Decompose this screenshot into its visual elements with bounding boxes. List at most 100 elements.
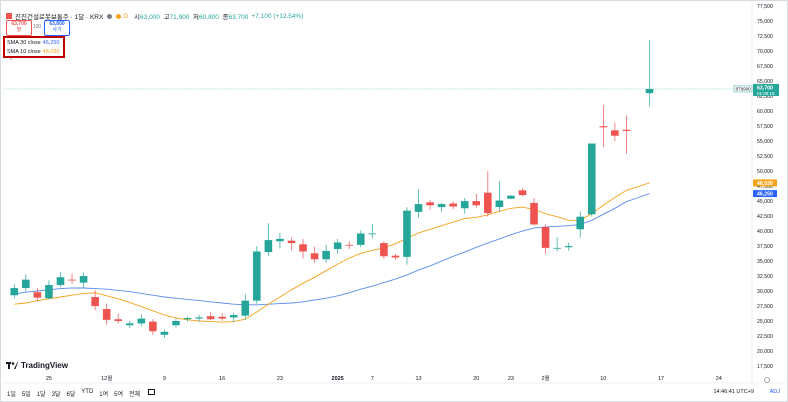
candle-body [10,288,19,296]
chart-header: 진진건설로봇보통주 · 1달 · KRX D 시63,000 고71,900 저… [6,9,303,23]
candle [460,198,469,214]
candle-body [33,292,42,298]
sma30-line [14,193,650,306]
candle-body [541,226,550,248]
timeframe-all[interactable]: 전체 [129,392,141,398]
candle [587,143,596,217]
candle-body [264,240,273,253]
candle-body [183,318,192,320]
sma10-tag-text: 48,030 [757,181,773,187]
adj-toggle[interactable]: ADJ [769,389,780,395]
candle-body [299,244,307,252]
y-tick-label: 70,000 [757,49,773,55]
candle-body [195,317,203,319]
last-price-tag-countdown: 01:08:18 [757,91,775,96]
date-range-icon[interactable] [148,389,156,395]
x-tick-label: 23 [277,376,283,382]
candle-body [587,143,596,215]
candle-body [310,253,319,260]
timeframe-5d[interactable]: 5일 [21,392,31,398]
y-tick-label: 40,000 [757,229,773,235]
timeframe-3m[interactable]: 3달 [51,392,61,398]
sell-button[interactable]: 63,700 팔 [6,20,32,36]
axis-settings-icon[interactable] [764,377,770,383]
candle-body [287,240,296,244]
crosshair-label-text: 879900 [736,87,752,92]
y-tick-label: 67,500 [757,64,773,70]
y-tick-label: 17,500 [757,364,773,370]
candle-body [414,204,423,212]
candle [160,329,169,338]
y-tick-label: 62,500 [757,94,773,100]
timeframe-6m[interactable]: 6달 [66,392,76,398]
candle-body [391,255,400,258]
x-tick-label: 16 [219,376,225,382]
timeframe-ytd[interactable]: YTD [81,389,94,395]
candle [322,244,330,263]
buy-button[interactable]: 63,800 사기 [44,20,70,36]
x-tick-label: 10 [600,376,606,382]
candle-body [645,88,654,94]
candle [45,280,53,300]
legend-sma10[interactable]: SMA 10 close 48,030 [7,49,60,55]
candle-body [172,321,180,326]
candle [276,232,284,249]
candle [183,316,192,322]
candle-body [356,233,365,245]
symbol-title[interactable]: 진진건설로봇보통주 · 1달 · KRX [15,14,104,21]
candle-body [380,243,388,257]
candle [299,238,307,259]
candle [622,115,631,154]
candle-body [79,276,88,283]
delayed-data-icon [116,13,122,19]
candle [345,241,354,250]
candle [495,181,504,212]
y-tick-label: 77,500 [757,4,773,10]
candle [195,315,203,322]
timeframe-5y[interactable]: 5여 [114,392,124,398]
candle-body [56,277,65,286]
y-tick-label: 57,500 [757,124,773,130]
candle [380,241,388,259]
candle-body [229,315,238,318]
candle-body [611,130,619,136]
candle [218,313,226,322]
candle [541,224,550,254]
candle [172,318,180,328]
candle [79,272,88,288]
timeframe-1y[interactable]: 1여 [99,392,109,398]
sma30-tag-text: 46,250 [757,192,773,198]
candle [356,230,365,248]
timeframe-1m[interactable]: 1달 [36,392,46,398]
y-tick-label: 45,000 [757,199,773,205]
candle-body [218,316,226,319]
candle-body [530,202,538,225]
y-tick-label: 55,000 [757,139,773,145]
y-tick-label: 27,500 [757,304,773,310]
y-tick-label: 42,500 [757,214,773,220]
candle [310,246,319,263]
x-tick-label: 9 [163,376,166,382]
collapse-legend-icon[interactable]: ^ [10,58,13,64]
candle [56,271,65,287]
x-tick-label: 24 [716,376,722,382]
candle-body [253,251,261,301]
candle [611,122,619,142]
candle [530,198,538,226]
x-tick-label: 13 [415,376,421,382]
candle [137,314,146,327]
candle [391,253,400,260]
candle [507,195,515,200]
candle-body [472,201,481,206]
candle-body [507,195,515,199]
candle [68,273,76,284]
legend-sma30[interactable]: SMA 30 close 46,250 [7,40,60,46]
candle [125,321,134,329]
candle [10,283,19,299]
sma30-tag-bg [753,190,777,198]
timeframe-1d[interactable]: 1일 [7,392,16,398]
clock[interactable]: 14:46:41 UTC+9 [713,389,754,395]
candle [333,238,342,254]
